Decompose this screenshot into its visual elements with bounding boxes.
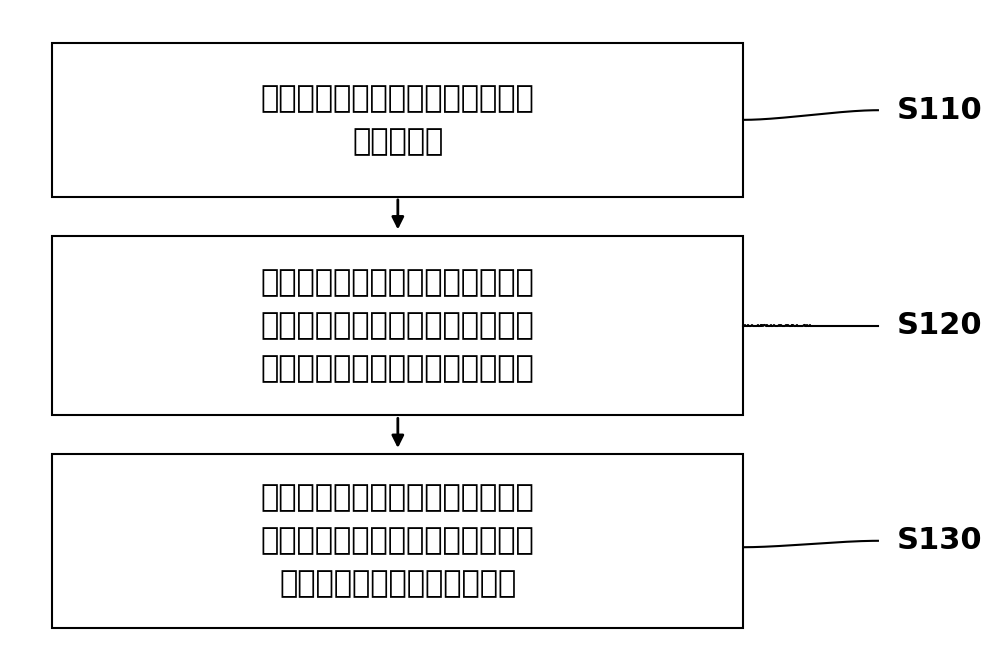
Text: 根据所述关系矩阵和各个子微网间
相互传输的功率，建立由子微网间
相互传输的功率值构成的功率矩阵: 根据所述关系矩阵和各个子微网间 相互传输的功率，建立由子微网间 相互传输的功率值… bbox=[261, 268, 535, 383]
Text: 根据所述功率矩阵和各个子微网出
售单位功率的电价，确定所述子微
网间的功率交互成本计算方式: 根据所述功率矩阵和各个子微网出 售单位功率的电价，确定所述子微 网间的功率交互成… bbox=[261, 484, 535, 598]
FancyBboxPatch shape bbox=[52, 454, 743, 628]
Text: S130: S130 bbox=[897, 526, 983, 555]
Text: S120: S120 bbox=[897, 311, 983, 340]
Text: 建立描述各个子微网之间互联关系
的关系矩阵: 建立描述各个子微网之间互联关系 的关系矩阵 bbox=[261, 84, 535, 156]
FancyBboxPatch shape bbox=[52, 236, 743, 415]
FancyBboxPatch shape bbox=[52, 43, 743, 197]
Text: S110: S110 bbox=[897, 96, 983, 125]
